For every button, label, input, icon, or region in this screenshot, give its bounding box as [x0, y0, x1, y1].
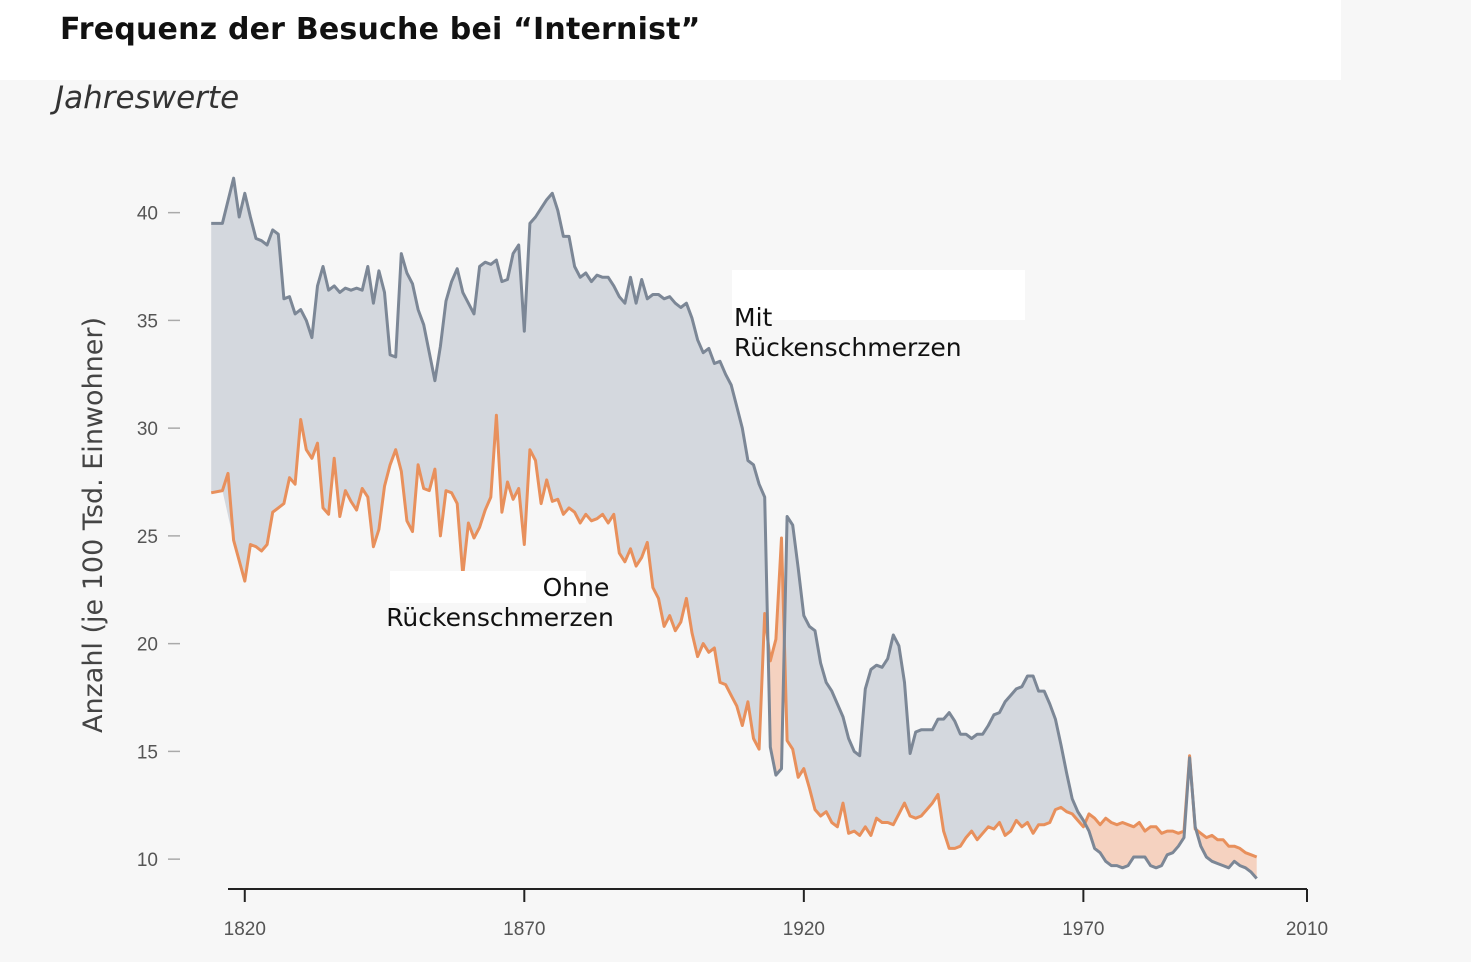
series-label-mit: Mit Rückenschmerzen [734, 303, 962, 362]
x-tick-label: 1820 [224, 919, 266, 940]
fill-ohne-above [1196, 829, 1257, 879]
series-line-mit [211, 176, 1258, 880]
x-tick-label: 1870 [503, 919, 545, 940]
fill-ohne-above [767, 538, 785, 776]
y-tick-label: 25 [137, 527, 158, 548]
title-bar [0, 0, 1341, 80]
y-tick-label: 30 [137, 419, 158, 440]
y-tick-label: 20 [137, 635, 158, 656]
series-lines [210, 176, 1258, 880]
difference-fills [211, 178, 1257, 879]
page-title: Frequenz der Besuche bei “Internist” [60, 12, 701, 47]
y-tick-label: 35 [137, 311, 158, 332]
x-tick-label: 1920 [783, 919, 825, 940]
axes: 1820 1870 1920 1970 201010152025303540Anzahl… [78, 204, 1328, 940]
y-axis-title: Anzahl (je 100 Tsd. Einwohner) [78, 317, 109, 733]
y-tick-label: 15 [137, 742, 158, 763]
label-backing-mit [732, 270, 1025, 320]
y-tick-label: 40 [137, 204, 158, 225]
series-labels: Mit Rückenschmerzen Ohne Rückenschmerzen [386, 270, 1025, 632]
label-backing-ohne [390, 571, 586, 603]
y-tick-label: 10 [137, 850, 158, 871]
chart-subtitle: Jahreswerte [55, 80, 240, 116]
series-label-ohne: Ohne Rückenschmerzen [386, 573, 614, 632]
x-tick-label: 1970 [1062, 919, 1104, 940]
x-tick-label: 2010 [1286, 919, 1328, 940]
fill-ohne-above [1084, 755, 1193, 868]
fill-mit-above [211, 178, 768, 750]
fill-mit-above [784, 516, 1085, 849]
